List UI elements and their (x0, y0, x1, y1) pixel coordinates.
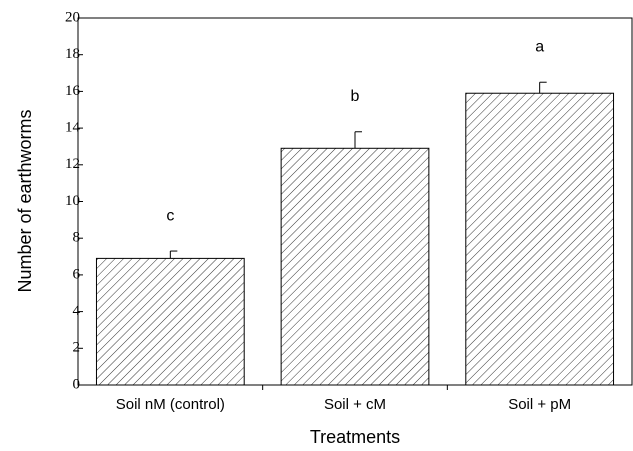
x-axis-title: Treatments (310, 427, 400, 447)
y-axis-title: Number of earthworms (15, 109, 35, 292)
y-tick-label: 14 (65, 120, 81, 136)
x-tick-label: Soil + cM (324, 396, 386, 413)
y-tick-label: 16 (65, 83, 81, 99)
y-tick-label: 18 (65, 46, 80, 62)
bar (465, 92, 615, 386)
y-tick-label: 8 (73, 230, 81, 246)
bar (280, 147, 430, 386)
y-tick-label: 10 (65, 193, 80, 209)
x-tick-label: Soil nM (control) (116, 396, 225, 413)
significance-letter: b (351, 88, 360, 105)
significance-letter: c (166, 207, 174, 224)
x-tick-label: Soil + pM (508, 396, 571, 413)
y-tick-label: 6 (73, 266, 81, 282)
significance-letter: a (535, 38, 544, 55)
y-tick-label: 4 (73, 303, 81, 319)
y-tick-label: 12 (65, 156, 80, 172)
y-tick-label: 20 (65, 9, 80, 25)
y-tick-label: 2 (73, 340, 81, 356)
bar (95, 257, 245, 386)
y-tick-label: 0 (73, 376, 81, 392)
